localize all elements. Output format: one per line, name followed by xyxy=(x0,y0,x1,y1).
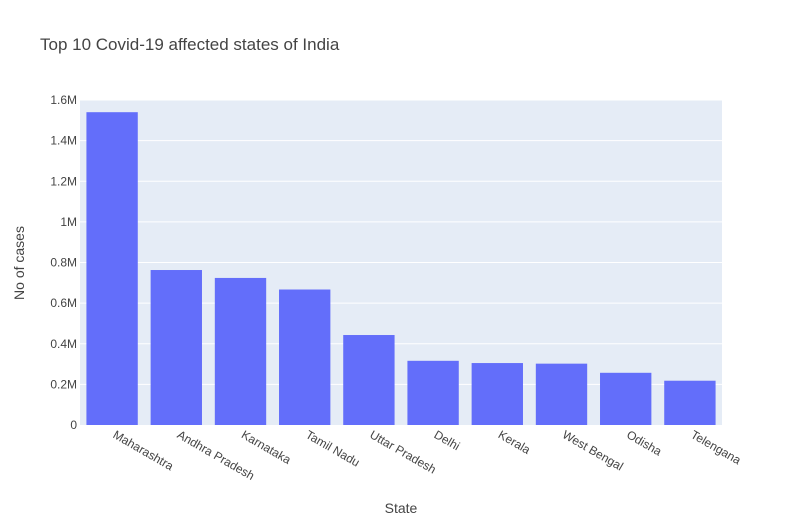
y-axis-ticks: 0 0.2M 0.4M 0.6M 0.8M 1M 1.2M 1.4M 1.6M xyxy=(50,93,77,432)
bar-uttar-pradesh[interactable] xyxy=(343,335,395,425)
x-tick-label: Karnataka xyxy=(239,427,294,467)
y-tick-label: 0.6M xyxy=(50,296,77,310)
bar-karnataka[interactable] xyxy=(214,277,267,425)
x-tick-label: West Bengal xyxy=(560,427,626,473)
bar-kerala[interactable] xyxy=(471,363,523,425)
bars xyxy=(86,112,716,425)
y-tick-label: 1.6M xyxy=(50,93,77,107)
y-tick-label: 1.4M xyxy=(50,134,77,148)
bar-tamil-nadu[interactable] xyxy=(279,289,331,425)
bar-odisha[interactable] xyxy=(600,372,652,425)
x-tick-label: Maharashtra xyxy=(111,427,177,473)
x-tick-label: Odisha xyxy=(624,427,664,458)
y-tick-label: 0.8M xyxy=(50,256,77,270)
bar-maharashtra[interactable] xyxy=(86,112,138,425)
x-tick-label: Kerala xyxy=(496,427,533,457)
x-tick-label: Delhi xyxy=(432,427,463,453)
x-tick-label: Uttar Pradesh xyxy=(367,427,438,476)
y-tick-label: 0.2M xyxy=(50,377,77,391)
bar-telengana[interactable] xyxy=(664,380,716,425)
bar-andhra-pradesh[interactable] xyxy=(150,270,202,425)
y-tick-label: 0 xyxy=(70,418,77,432)
bar-delhi[interactable] xyxy=(407,360,459,425)
y-tick-label: 1M xyxy=(60,215,77,229)
x-tick-label: Tamil Nadu xyxy=(303,427,362,469)
chart-title: Top 10 Covid-19 affected states of India xyxy=(40,35,340,54)
x-axis-title: State xyxy=(385,500,418,516)
bar-west-bengal[interactable] xyxy=(535,363,588,425)
y-tick-label: 0.4M xyxy=(50,337,77,351)
x-tick-label: Telengana xyxy=(688,427,743,467)
y-tick-label: 1.2M xyxy=(50,174,77,188)
y-axis-title: No of cases xyxy=(11,226,27,300)
